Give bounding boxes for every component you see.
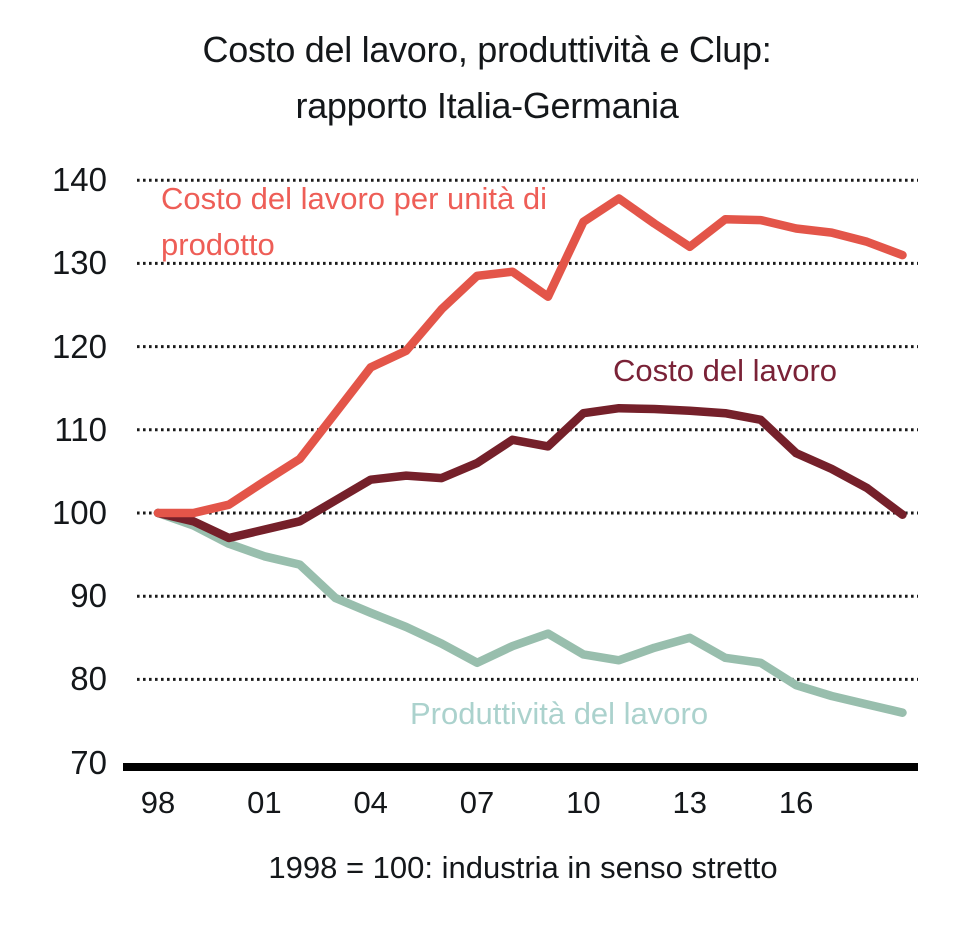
series-line-produttivita — [153, 508, 907, 717]
x-axis-tick-label-98: 98 — [140, 785, 176, 820]
chart-title-line1: Costo del lavoro, produttività e Clup: — [202, 29, 772, 70]
x-axis-tick-label-04: 04 — [353, 785, 388, 820]
chart-title-line2: rapporto Italia-Germania — [295, 85, 679, 126]
chart-title: Costo del lavoro, produttività e Clup: r… — [0, 22, 974, 134]
series-label-produttivita-del-lavoro: Produttività del lavoro — [410, 696, 709, 731]
x-axis-baseline — [123, 763, 918, 771]
y-axis-tick-label-110: 110 — [54, 410, 107, 448]
y-axis-tick-label-120: 120 — [51, 327, 107, 365]
y-axis-tick-label-90: 90 — [70, 577, 107, 615]
y-axis-tick-label-100: 100 — [51, 494, 107, 531]
y-axis-tick-label-130: 130 — [51, 244, 107, 282]
series-label-clup-line2: prodotto — [161, 227, 275, 262]
x-axis-tick-label-16: 16 — [778, 785, 814, 820]
series-label-clup-line1: Costo del lavoro per unità di — [161, 181, 548, 216]
y-axis-tick-label-70: 70 — [70, 743, 107, 781]
series-label-clup: Costo del lavoro per unità di prodotto — [161, 176, 547, 268]
x-axis-tick-label-07: 07 — [459, 785, 495, 820]
x-axis-tick-label-10: 10 — [566, 785, 601, 820]
y-axis-tick-label-140: 140 — [51, 161, 107, 199]
series-line-clup — [153, 194, 907, 518]
axis-note-caption: 1998 = 100: industria in senso stretto — [268, 850, 778, 885]
series-line-costo-del-lavoro — [153, 403, 907, 543]
x-axis-tick-label-13: 13 — [672, 785, 707, 820]
y-axis-tick-label-80: 80 — [70, 660, 107, 698]
x-axis-tick-label-01: 01 — [247, 785, 282, 820]
series-label-costo-del-lavoro: Costo del lavoro — [613, 353, 838, 388]
